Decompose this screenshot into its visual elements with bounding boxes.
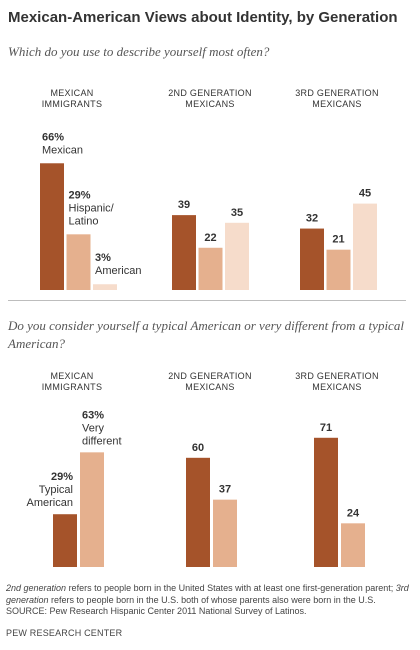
data-label-0-2: 3% [95, 252, 111, 264]
data-label-2-2: 45 [359, 188, 371, 200]
bar2-1-0 [186, 457, 210, 567]
data2-label-1-1: 37 [219, 484, 231, 496]
series2-name-1-line1: Very [82, 422, 105, 434]
group-label-0-line1: MEXICAN [50, 88, 93, 98]
data-label-2-0: 32 [306, 213, 318, 225]
group2-label-1-line2: MEXICANS [185, 382, 234, 392]
group-label-1-line2: MEXICANS [185, 99, 234, 109]
bar-1-0 [172, 215, 196, 290]
data-label-1-0: 39 [178, 199, 190, 211]
bar2-1-1 [213, 499, 237, 567]
data2-label-1-0: 60 [192, 442, 204, 454]
group2-label-0-line1: MEXICAN [50, 371, 93, 381]
series-name-1-line2: Latino [69, 215, 99, 227]
series-name-2-line1: American [95, 265, 141, 277]
question-1: Which do you use to describe yourself mo… [8, 44, 270, 59]
group2-label-1-line1: 2ND GENERATION [168, 371, 252, 381]
footnote: 2nd generation refers to people born in … [6, 583, 416, 618]
data-label-1-2: 35 [231, 207, 243, 219]
bar-1-2 [225, 222, 249, 290]
chart-1-baseline-divider [8, 300, 406, 301]
source-credit: PEW RESEARCH CENTER [6, 628, 123, 638]
bar2-0-0 [53, 514, 77, 567]
group-label-2-line2: MEXICANS [312, 99, 361, 109]
bar2-2-1 [341, 523, 365, 567]
data-label-1-1: 22 [204, 232, 216, 244]
series2-name-1-line2: different [82, 435, 122, 447]
bar-0-0 [40, 163, 64, 290]
footnote-term-3rd: 3rd generation [6, 583, 409, 605]
series-name-1-line1: Hispanic/ [69, 202, 115, 214]
group2-label-2-line2: MEXICANS [312, 382, 361, 392]
group2-label-0-line2: IMMIGRANTS [42, 382, 103, 392]
footnote-text-a: refers to people born in the United Stat… [66, 583, 396, 593]
series2-name-0-line1: Typical [39, 484, 73, 496]
bar2-2-0 [314, 437, 338, 567]
group-label-2-line1: 3RD GENERATION [295, 88, 379, 98]
data2-label-0-0: 29% [51, 471, 73, 483]
footnote-text-b: refers to people born in the U.S. both o… [6, 594, 376, 617]
chart-title: Mexican-American Views about Identity, b… [8, 9, 398, 26]
bar2-0-1 [80, 452, 104, 567]
data-label-2-1: 21 [332, 234, 344, 246]
bar-2-0 [300, 228, 324, 290]
bar-2-1 [326, 249, 351, 290]
group-label-1-line1: 2ND GENERATION [168, 88, 252, 98]
data-label-0-0: 66% [42, 131, 64, 143]
series-name-0-line1: Mexican [42, 144, 83, 156]
bar-0-1 [66, 234, 91, 290]
bar-2-2 [353, 203, 377, 290]
bar-0-2 [93, 284, 117, 290]
question-2: Do you consider yourself a typical Ameri… [8, 318, 404, 351]
group2-label-2-line1: 3RD GENERATION [295, 371, 379, 381]
data2-label-2-0: 71 [320, 422, 332, 434]
footnote-term-2nd: 2nd generation [6, 583, 67, 593]
group-label-0-line2: IMMIGRANTS [42, 99, 103, 109]
data2-label-0-1: 63% [82, 409, 104, 421]
data2-label-2-1: 24 [347, 507, 360, 519]
series2-name-0-line2: American [27, 497, 73, 509]
bar-1-1 [198, 247, 223, 290]
data-label-0-1: 29% [69, 189, 91, 201]
